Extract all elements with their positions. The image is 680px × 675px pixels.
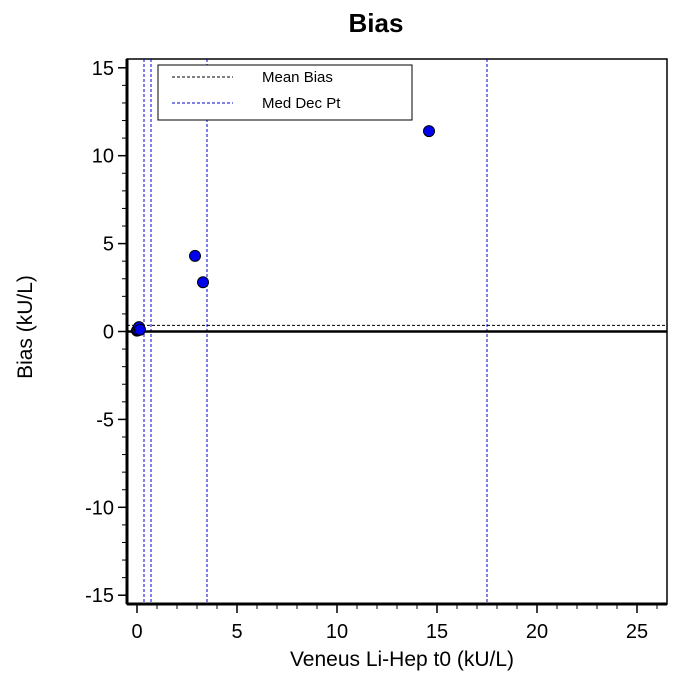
y-axis-label: Bias (kU/L) [14,275,37,379]
x-tick-label-5: 25 [626,621,648,643]
legend: Mean Bias Med Dec Pt [157,64,413,121]
y-tick-label-1: -10 [85,497,114,519]
x-tick-label-0: 0 [131,621,142,643]
y-tick-label-0: -15 [85,585,114,607]
x-axis-label: Veneus Li-Hep t0 (kU/L) [290,648,514,671]
data-point-3 [134,323,146,336]
chart-title: Bias [349,8,404,38]
x-tick-label-2: 10 [326,621,348,643]
axis-ticks: 0 5 10 15 20 25 -15 -10 -5 0 5 10 15 [85,58,658,643]
legend-mean-bias-label: Mean Bias [262,69,333,86]
plot-area [125,58,668,606]
legend-med-dec-pt-label: Med Dec Pt [262,95,341,112]
y-tick-label-4: 5 [103,234,114,256]
x-tick-label-4: 20 [526,621,548,643]
legend-box [157,64,413,121]
y-tick-label-5: 10 [92,146,114,168]
data-point-4 [189,249,201,262]
x-tick-label-1: 5 [231,621,242,643]
x-tick-label-3: 15 [426,621,448,643]
data-point-6 [423,125,435,138]
data-point-5 [197,276,209,289]
y-tick-label-3: 0 [103,322,114,344]
y-tick-label-6: 15 [92,58,114,80]
y-tick-label-2: -5 [96,409,114,431]
